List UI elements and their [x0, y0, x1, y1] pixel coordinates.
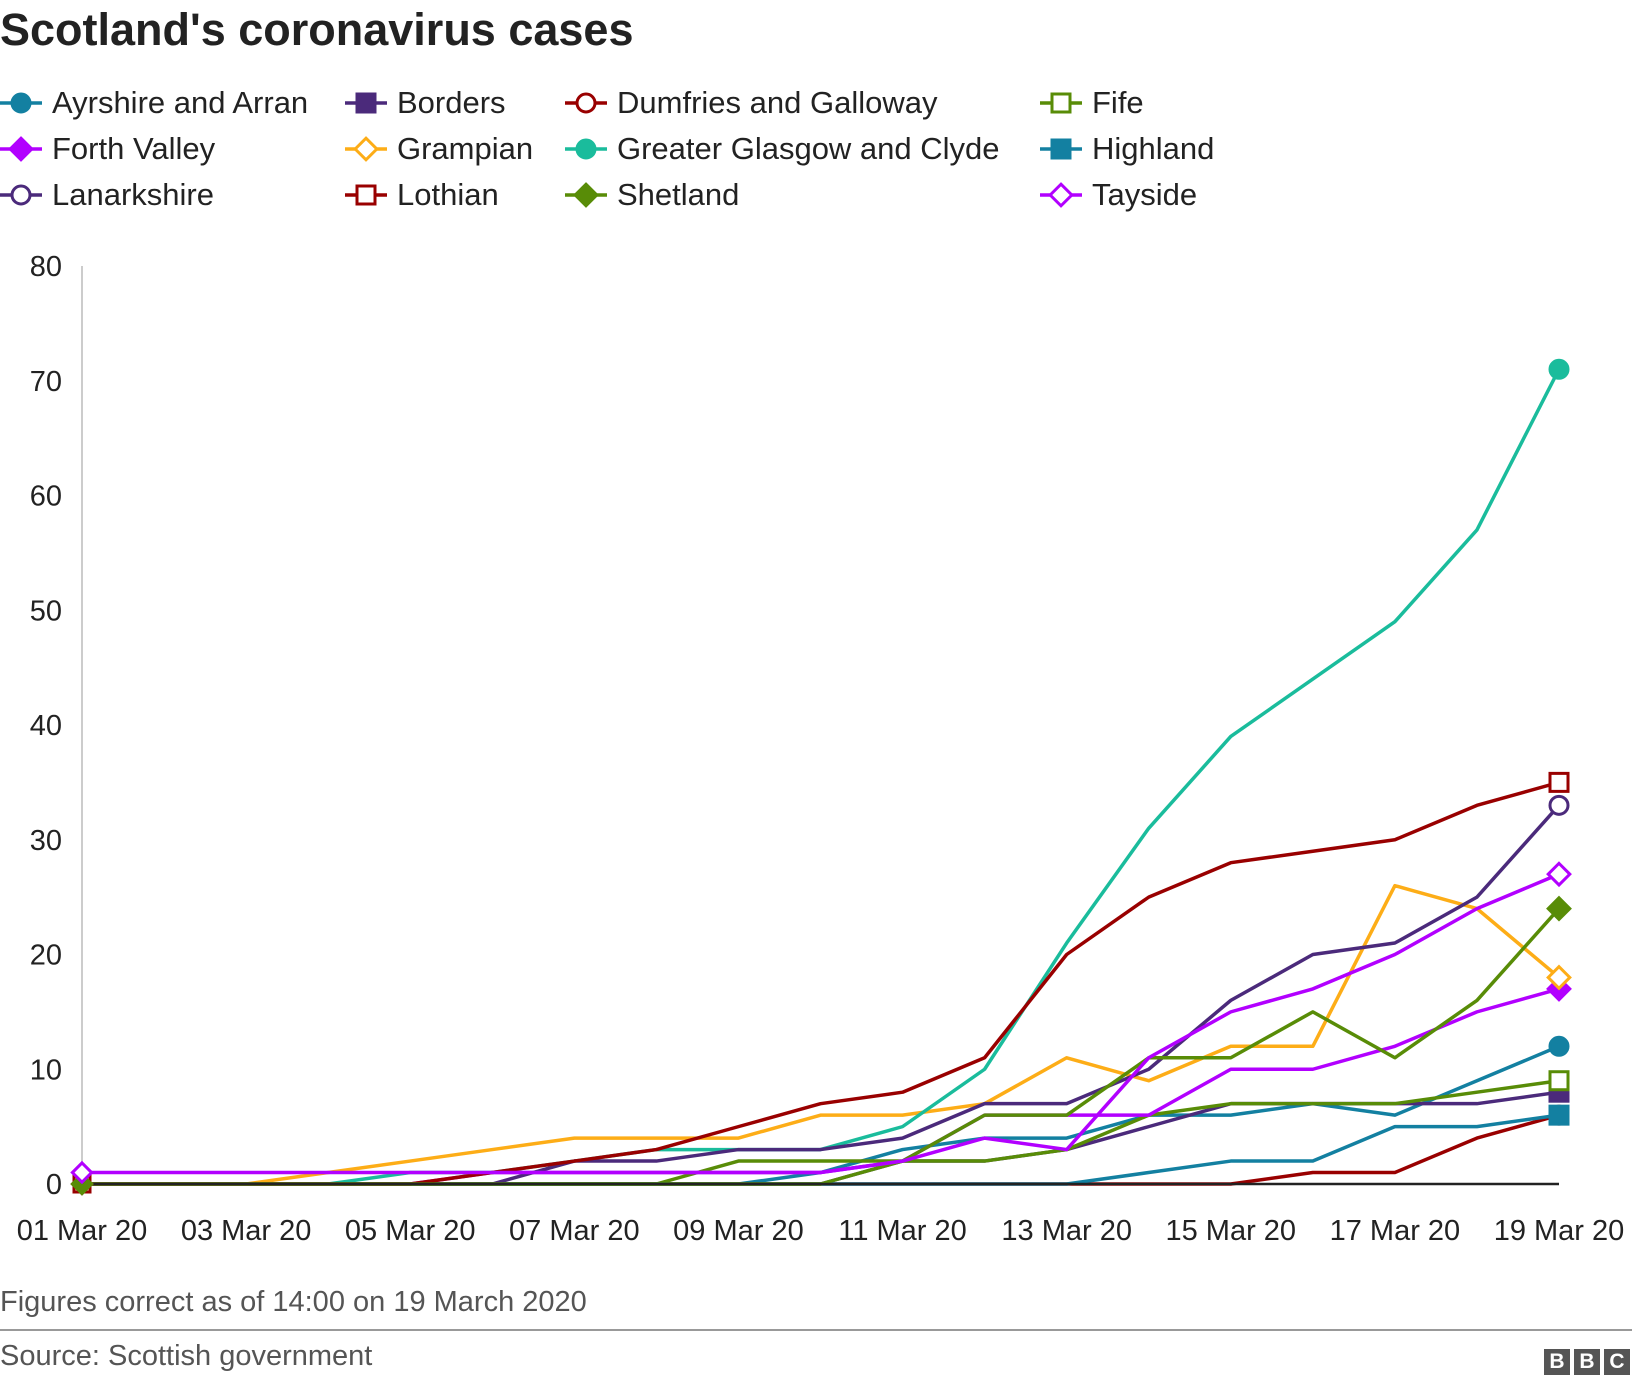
legend-marker	[575, 92, 597, 114]
x-tick-label: 13 Mar 20	[1001, 1215, 1132, 1247]
series-fife	[82, 1078, 1560, 1186]
series-grampian	[82, 883, 1561, 1186]
y-tick-label: 50	[30, 595, 62, 627]
legend-label: Fife	[1092, 85, 1144, 120]
y-tick-label: 0	[46, 1169, 62, 1201]
square-marker-icon	[345, 184, 387, 206]
legend-marker	[573, 182, 599, 208]
data-point-end	[1548, 1070, 1570, 1092]
legend-marker	[10, 92, 32, 114]
data-point-end	[1548, 358, 1570, 380]
data-point-end	[1546, 895, 1572, 922]
footnote: Figures correct as of 14:00 on 19 March …	[0, 1286, 587, 1318]
x-tick-label: 11 Mar 20	[838, 1215, 966, 1247]
series-line	[82, 987, 1560, 1186]
x-tick-label: 05 Mar 20	[345, 1215, 476, 1247]
circle-marker-icon	[565, 92, 607, 114]
x-tick-label: 17 Mar 20	[1330, 1215, 1461, 1247]
y-tick-label: 20	[30, 940, 62, 972]
legend-marker	[355, 92, 377, 114]
divider	[0, 1329, 1632, 1331]
legend-label: Shetland	[617, 177, 740, 212]
legend-marker	[575, 138, 597, 160]
legend-marker	[10, 184, 32, 206]
legend-marker	[353, 136, 379, 162]
data-point-end	[1546, 861, 1572, 888]
legend-label: Greater Glasgow and Clyde	[617, 131, 1000, 166]
x-tick-label: 03 Mar 20	[181, 1215, 312, 1247]
legend-marker	[1048, 182, 1074, 208]
x-tick-label: 01 Mar 20	[17, 1215, 148, 1247]
legend-label: Grampian	[397, 131, 534, 166]
series-line	[82, 872, 1560, 1175]
data-point-start	[70, 1160, 94, 1185]
series-line	[82, 780, 1560, 1186]
series-lothian	[82, 780, 1560, 1186]
data-point-end	[1548, 771, 1570, 793]
legend-item: Borders	[345, 85, 506, 121]
y-tick-label: 10	[30, 1054, 62, 1086]
y-tick-label: 30	[30, 825, 62, 857]
legend-item: Fife	[1040, 85, 1144, 121]
legend-label: Ayrshire and Arran	[52, 85, 309, 120]
data-point-end	[1546, 964, 1572, 991]
diamond-marker-icon	[1040, 182, 1082, 208]
y-tick-label: 80	[30, 251, 62, 283]
legend-label: Lanarkshire	[52, 177, 214, 212]
y-tick-label: 40	[30, 710, 62, 742]
line-chart: 0 10 20 30 40 50 60 70 80 01 Mar 20 03 Mar 20 05 Ma…	[17, 251, 1625, 1247]
y-tick-label: 70	[30, 366, 62, 398]
x-tick-label: 19 Mar 20	[1494, 1215, 1625, 1247]
legend-label: Borders	[397, 85, 506, 120]
series-forth-valley	[82, 987, 1560, 1186]
legend-item: Greater Glasgow and Clyde	[565, 131, 1000, 167]
legend-item: Lothian	[345, 177, 499, 213]
legend-marker	[1050, 92, 1072, 114]
series-line	[82, 1078, 1560, 1186]
x-tick-label: 15 Mar 20	[1165, 1215, 1296, 1247]
circle-marker-icon	[0, 92, 42, 114]
legend-label: Lothian	[397, 177, 499, 212]
square-marker-icon	[1040, 92, 1082, 114]
legend-label: Highland	[1092, 131, 1215, 166]
legend-item: Tayside	[1040, 177, 1197, 213]
square-marker-icon	[345, 92, 387, 114]
legend-item: Grampian	[345, 131, 533, 167]
data-point-end	[1548, 794, 1570, 816]
data-point-end	[1548, 1104, 1570, 1126]
legend-label: Forth Valley	[52, 131, 216, 166]
diamond-marker-icon	[565, 182, 607, 208]
data-point-end	[1548, 1035, 1570, 1057]
diamond-marker-icon	[345, 136, 387, 162]
legend-item: Highland	[1040, 131, 1214, 167]
legend-label: Dumfries and Galloway	[617, 85, 938, 120]
x-tick-label: 07 Mar 20	[509, 1215, 640, 1247]
circle-marker-icon	[565, 138, 607, 160]
legend-item: Shetland	[565, 177, 739, 213]
legend-marker	[8, 136, 34, 162]
legend-item: Ayrshire and Arran	[0, 85, 308, 121]
series-line	[82, 883, 1561, 1186]
legend-item: Forth Valley	[0, 131, 215, 167]
x-tick-label: 09 Mar 20	[673, 1215, 804, 1247]
y-tick-label: 60	[30, 481, 62, 513]
legend: Ayrshire and Arran Borders Dumfries and Ga…	[0, 85, 1632, 235]
legend-label: Tayside	[1092, 177, 1198, 212]
series-tayside	[82, 872, 1560, 1175]
chart-title: Scotland's coronavirus cases	[0, 4, 634, 55]
legend-item: Dumfries and Galloway	[565, 85, 937, 121]
legend-item: Lanarkshire	[0, 177, 214, 213]
legend-marker	[1050, 138, 1072, 160]
source-text: Source: Scottish government	[0, 1340, 373, 1372]
legend-marker	[355, 184, 377, 206]
diamond-marker-icon	[0, 136, 42, 162]
circle-marker-icon	[0, 184, 42, 206]
square-marker-icon	[1040, 138, 1082, 160]
